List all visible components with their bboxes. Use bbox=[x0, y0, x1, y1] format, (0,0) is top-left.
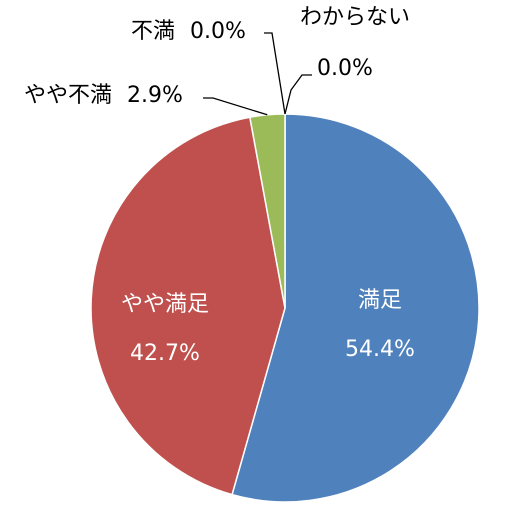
pie-slices bbox=[90, 113, 480, 503]
slice-label-yaya-manzoku-category: やや満足 bbox=[121, 292, 209, 317]
pie-slice-manzoku bbox=[231, 113, 480, 503]
slice-label-manzoku-category: 満足 bbox=[358, 288, 402, 313]
slice-label-wakaranai-category: わからない bbox=[300, 5, 410, 30]
slice-label-yaya-manzoku-value: 42.7% bbox=[130, 341, 200, 366]
slice-label-fuman-category: 不満 bbox=[131, 19, 175, 44]
leader-line-fuman bbox=[264, 32, 286, 115]
slice-label-yaya-fuman: やや不満 2.9% bbox=[24, 83, 183, 108]
leader-line-wakaranai bbox=[284, 74, 312, 115]
slice-label-fuman-value: 0.0% bbox=[190, 19, 246, 44]
leader-line-yaya-fuman bbox=[203, 97, 268, 116]
slice-label-manzoku-value: 54.4% bbox=[345, 337, 415, 362]
slice-label-yaya-fuman-category: やや不満 bbox=[24, 83, 112, 108]
pie-slice-yaya-manzoku bbox=[90, 116, 286, 496]
slice-label-yaya-fuman-value: 2.9% bbox=[127, 83, 183, 108]
slice-label-wakaranai-value: 0.0% bbox=[317, 56, 373, 81]
slice-label-fuman: 不満 0.0% bbox=[131, 19, 246, 44]
leader-lines bbox=[203, 32, 312, 116]
